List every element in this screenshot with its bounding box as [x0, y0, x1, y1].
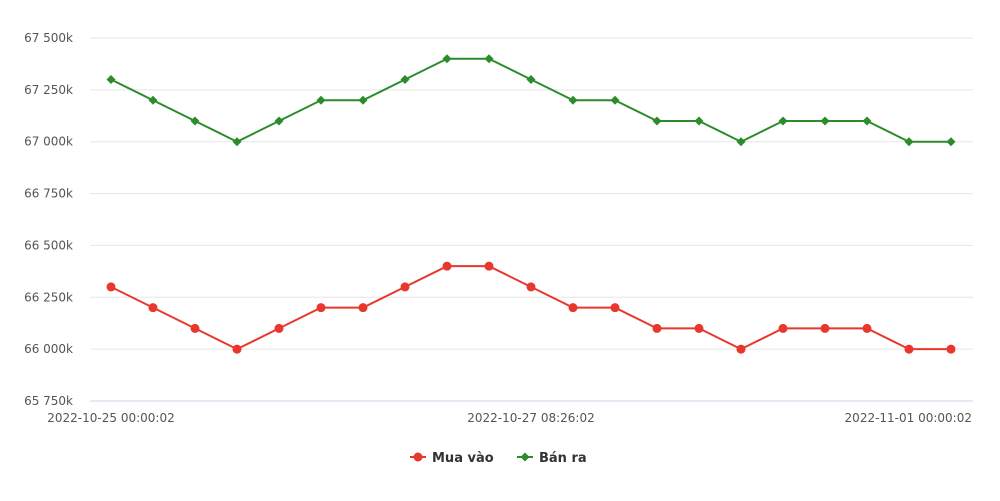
data-point[interactable]: [316, 95, 326, 105]
data-point[interactable]: [358, 303, 368, 313]
data-point[interactable]: [568, 303, 578, 313]
series-ban-ra: [106, 54, 956, 147]
data-point[interactable]: [778, 323, 788, 333]
data-point[interactable]: [148, 303, 158, 313]
y-tick-label: 66 750k: [24, 187, 73, 201]
legend-item[interactable]: Bán ra: [517, 451, 587, 466]
legend-label: Bán ra: [539, 451, 587, 466]
data-point[interactable]: [946, 137, 956, 147]
grid: [90, 37, 973, 402]
x-axis: 2022-10-25 00:00:02 2022-10-27 08:26:02 20…: [47, 411, 972, 425]
y-tick-label: 67 250k: [24, 83, 73, 97]
y-tick-label: 66 000k: [24, 342, 73, 356]
x-tick-label: 2022-11-01 00:00:02: [845, 411, 972, 425]
data-point[interactable]: [526, 74, 536, 84]
data-point[interactable]: [568, 95, 578, 105]
y-tick-label: 67 500k: [24, 31, 73, 45]
data-point[interactable]: [820, 323, 830, 333]
legend-marker[interactable]: [520, 452, 530, 462]
series-line: [110, 57, 952, 143]
series-line: [110, 265, 952, 351]
series-mua-vao: [106, 261, 956, 354]
legend-label: Mua vào: [432, 451, 494, 466]
data-point[interactable]: [904, 344, 914, 354]
data-point[interactable]: [190, 323, 200, 333]
y-tick-label: 66 500k: [24, 238, 73, 252]
data-point[interactable]: [232, 344, 242, 354]
y-tick-label: 66 250k: [24, 290, 73, 304]
data-point[interactable]: [190, 116, 200, 126]
data-point[interactable]: [484, 54, 494, 64]
data-point[interactable]: [484, 261, 494, 271]
data-point[interactable]: [442, 261, 452, 271]
data-point[interactable]: [106, 282, 116, 292]
legend[interactable]: Mua vào Bán ra: [410, 451, 587, 466]
data-point[interactable]: [820, 116, 830, 126]
data-point[interactable]: [148, 95, 158, 105]
data-point[interactable]: [442, 54, 452, 64]
data-point[interactable]: [904, 137, 914, 147]
y-tick-label: 67 000k: [24, 135, 73, 149]
data-point[interactable]: [778, 116, 788, 126]
data-point[interactable]: [274, 116, 284, 126]
series-group: [106, 54, 956, 354]
x-tick-label: 2022-10-25 00:00:02: [47, 411, 174, 425]
data-point[interactable]: [358, 95, 368, 105]
data-point[interactable]: [694, 116, 704, 126]
data-point[interactable]: [526, 282, 536, 292]
x-tick-label: 2022-10-27 08:26:02: [467, 411, 594, 425]
data-point[interactable]: [694, 323, 704, 333]
data-point[interactable]: [652, 116, 662, 126]
data-point[interactable]: [232, 137, 242, 147]
data-point[interactable]: [946, 344, 956, 354]
data-point[interactable]: [400, 282, 410, 292]
data-point[interactable]: [316, 303, 326, 313]
data-point[interactable]: [862, 116, 872, 126]
data-point[interactable]: [736, 137, 746, 147]
data-point[interactable]: [610, 303, 620, 313]
data-point[interactable]: [736, 344, 746, 354]
y-axis: 65 750k 66 000k 66 250k 66 500k 66 750k 67 00…: [24, 31, 73, 408]
data-point[interactable]: [400, 74, 410, 84]
y-tick-label: 65 750k: [24, 394, 73, 408]
data-point[interactable]: [106, 74, 116, 84]
data-point[interactable]: [274, 323, 284, 333]
data-point[interactable]: [862, 323, 872, 333]
data-point[interactable]: [652, 323, 662, 333]
legend-marker[interactable]: [413, 452, 423, 462]
data-point[interactable]: [610, 95, 620, 105]
legend-item[interactable]: Mua vào: [410, 451, 494, 466]
